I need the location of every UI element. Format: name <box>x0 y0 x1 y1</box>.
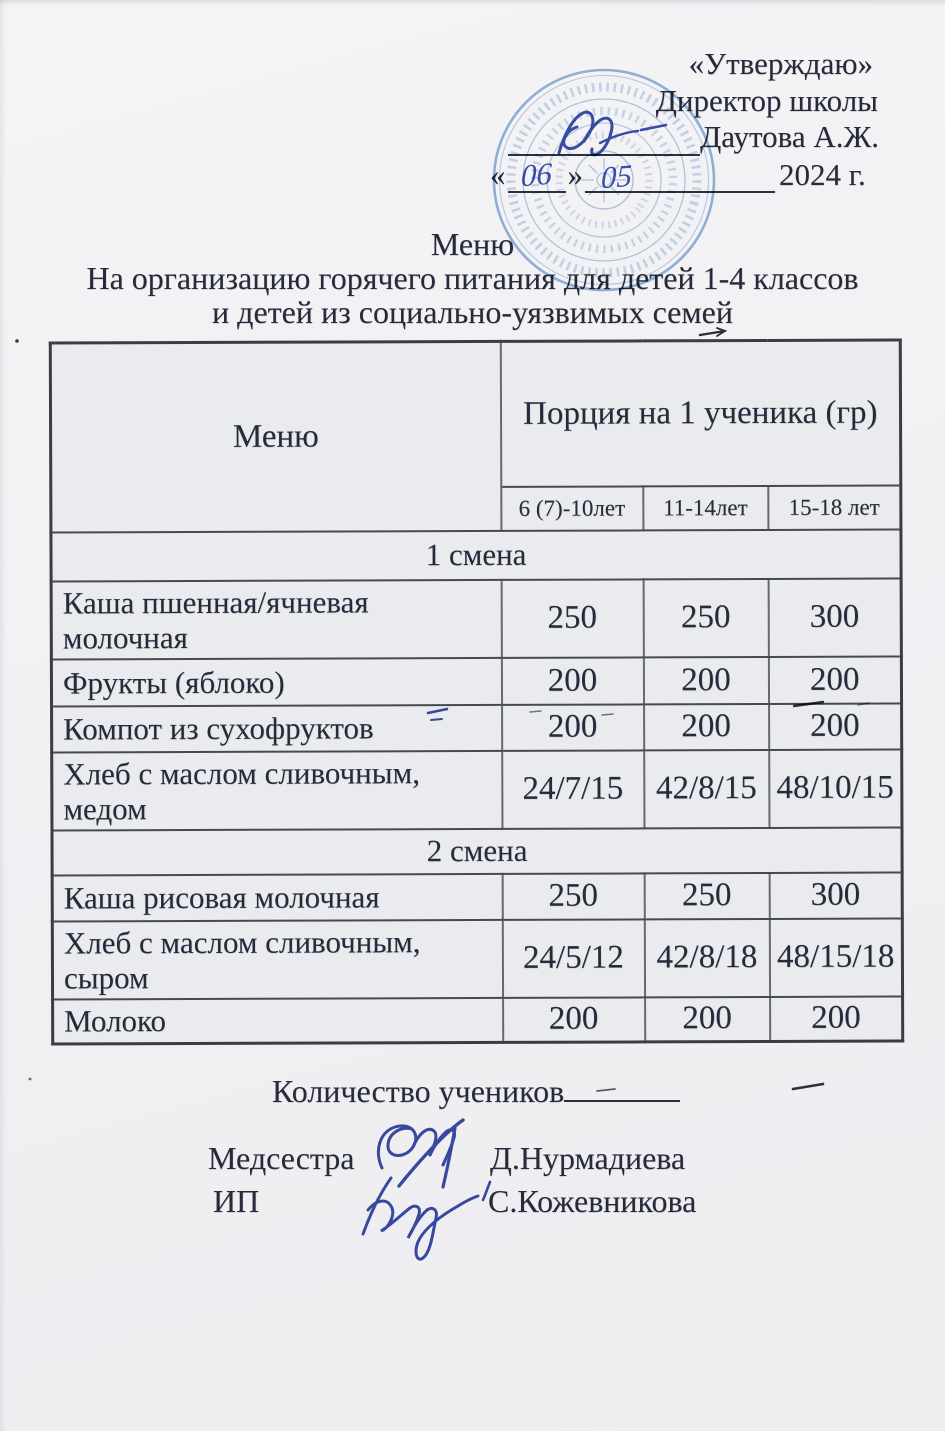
portion-value: 42/8/18 <box>644 918 770 997</box>
title-line-3: и детей из социально-уязвимых семей <box>212 294 733 330</box>
table-header-row: Меню Порция на 1 ученика (гр) <box>50 340 901 532</box>
age-group-1: 6 (7)-10лет <box>500 485 643 531</box>
students-count-blank <box>564 1066 681 1102</box>
age-group-3: 15-18 лет <box>767 485 901 530</box>
table-row: Каша пшенная/ячневая молочная 250 250 30… <box>51 578 902 659</box>
approve-label: «Утверждаю» <box>688 46 873 81</box>
dish-name: Фрукты (яблоко) <box>51 657 502 706</box>
dish-name: Каша рисовая молочная <box>52 873 503 921</box>
dish-name: Хлеб с маслом сливочным, медом <box>51 750 502 830</box>
portion-value: 200 <box>501 656 644 705</box>
section-1-header: 1 смена <box>50 529 902 581</box>
table-row: Хлеб с маслом сливочным, медом 24/7/15 4… <box>51 749 903 830</box>
section-row: 2 смена <box>51 827 903 875</box>
portion-value: 250 <box>643 578 769 657</box>
portion-value: 42/8/15 <box>643 749 769 828</box>
portion-value: 24/7/15 <box>501 749 644 829</box>
portion-value: 48/15/18 <box>769 918 903 997</box>
portion-value: 200 <box>768 656 902 704</box>
section-2-header: 2 смена <box>51 827 903 875</box>
ip-signature-ink <box>361 1176 492 1261</box>
portion-value: 250 <box>502 872 645 920</box>
dish-name: Компот из сухофруктов <box>51 704 502 752</box>
portion-value: 200 <box>502 996 645 1043</box>
handwritten-day: 06 <box>520 155 553 194</box>
signer-role-nurse: Медсестра <box>208 1140 355 1176</box>
portion-value: 250 <box>501 578 644 658</box>
portion-value: 200 <box>501 703 644 751</box>
portion-value: 300 <box>768 578 902 657</box>
dish-name: Молоко <box>52 997 503 1044</box>
table-row: Хлеб с маслом сливочным, сыром 24/5/12 4… <box>52 918 903 999</box>
dish-name: Хлеб с маслом сливочным, сыром <box>52 919 503 999</box>
portion-value: 24/5/12 <box>502 918 645 998</box>
students-count-label: Количество учеников <box>272 1073 565 1109</box>
nurse-signature-ink <box>377 1118 465 1189</box>
portion-value: 200 <box>644 996 770 1042</box>
signer-role-ip: ИП <box>213 1183 260 1219</box>
portion-value: 200 <box>768 703 902 750</box>
portion-value: 200 <box>769 996 903 1042</box>
date-line: « 06 » 05 2024 г. <box>488 155 910 196</box>
table-row: Фрукты (яблоко) 200 200 200 <box>51 656 902 706</box>
students-count-line: Количество учеников <box>272 1066 681 1109</box>
age-group-2: 11-14лет <box>642 485 768 530</box>
approval-block: «Утверждаю» Директор школы Даутова А.Ж. … <box>488 46 910 196</box>
handwritten-month: 05 <box>600 157 633 196</box>
dish-name: Каша пшенная/ячневая молочная <box>51 579 502 659</box>
document-title: Меню На организацию горячего питания для… <box>0 227 945 329</box>
menu-column-header: Меню <box>50 341 501 532</box>
portion-value: 300 <box>769 872 903 919</box>
date-month-blank: 05 <box>585 158 689 195</box>
table-row: Компот из сухофруктов 200 200 200 <box>51 703 902 752</box>
signer-name-nurse: Д.Нурмадиева <box>490 1140 686 1176</box>
portion-column-header: Порция на 1 ученика (гр) <box>500 340 901 487</box>
menu-table: Меню Порция на 1 ученика (гр) 6 (7)-10ле… <box>48 338 905 1046</box>
signer-name-ip: С.Кожевникова <box>488 1183 697 1219</box>
portion-value: 250 <box>644 872 770 919</box>
portion-value: 200 <box>643 703 769 750</box>
director-name: Даутова А.Ж. <box>700 119 879 154</box>
date-day-blank: 06 <box>507 155 566 194</box>
title-line-2: На организацию горячего питания для дете… <box>86 260 859 296</box>
section-row: 1 смена <box>50 529 902 581</box>
title-line-1: Меню <box>430 226 515 262</box>
table-row: Каша рисовая молочная 250 250 300 <box>52 872 903 921</box>
director-title: Директор школы <box>655 82 878 118</box>
signature-line <box>508 121 701 156</box>
date-blank <box>689 158 775 193</box>
quote-open: « <box>490 156 506 192</box>
date-year: 2024 г. <box>779 156 866 192</box>
portion-value: 200 <box>643 656 769 704</box>
table-row: Молоко 200 200 200 <box>52 996 903 1044</box>
quote-close: » <box>567 156 584 192</box>
portion-value: 48/10/15 <box>768 749 903 828</box>
